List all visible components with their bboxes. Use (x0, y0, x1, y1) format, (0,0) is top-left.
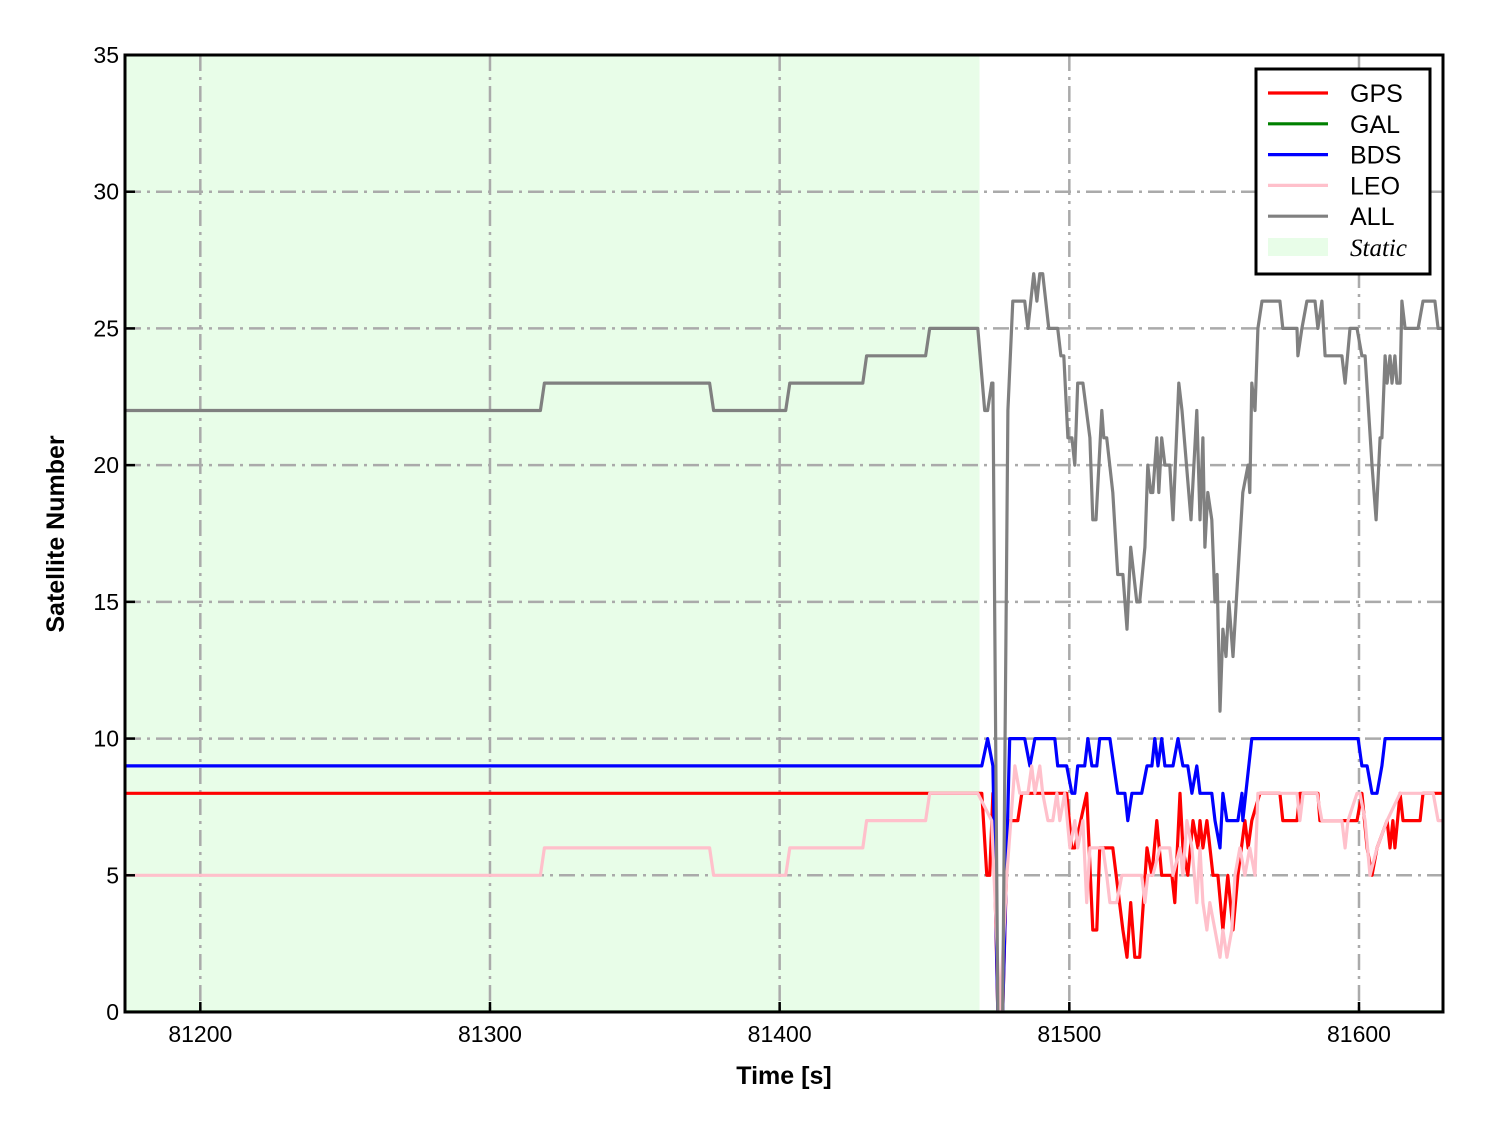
y-tick-label: 15 (93, 589, 119, 615)
y-tick-label: 5 (106, 862, 119, 888)
static-region-layer (125, 55, 980, 1012)
series-layer (125, 272, 1443, 1012)
x-tick-label: 81200 (168, 1021, 232, 1047)
legend-label-gps: GPS (1350, 80, 1403, 108)
x-tick-label: 81600 (1327, 1021, 1391, 1047)
legend-label-bds: BDS (1350, 142, 1401, 170)
legend-label-gal: GAL (1350, 111, 1400, 139)
y-tick-label: 20 (93, 452, 119, 478)
legend-label-static: Static (1350, 235, 1407, 262)
plot-frame (123, 53, 1445, 1014)
y-tick-label: 0 (106, 999, 119, 1025)
y-tick-label: 25 (93, 315, 119, 341)
y-axis-label: Satellite Number (42, 435, 70, 633)
series-line-all (125, 272, 1443, 1012)
legend-label-all: ALL (1350, 203, 1395, 231)
y-tick-label: 30 (93, 179, 119, 205)
x-axis-label: Time [s] (736, 1062, 831, 1090)
y-tick-label: 35 (93, 42, 119, 68)
ticks-layer: 81200 81300 81400 81500 81600 0 5 10 15 20 25 30 35 (93, 42, 1391, 1047)
legend-swatch-static (1268, 238, 1328, 256)
static-region (125, 55, 980, 1012)
series-line-bds (125, 737, 1443, 1012)
legend-label-leo: LEO (1350, 172, 1400, 200)
y-tick-label: 10 (93, 726, 119, 752)
x-tick-label: 81300 (458, 1021, 522, 1047)
x-tick-label: 81500 (1037, 1021, 1101, 1047)
x-tick-label: 81400 (748, 1021, 812, 1047)
